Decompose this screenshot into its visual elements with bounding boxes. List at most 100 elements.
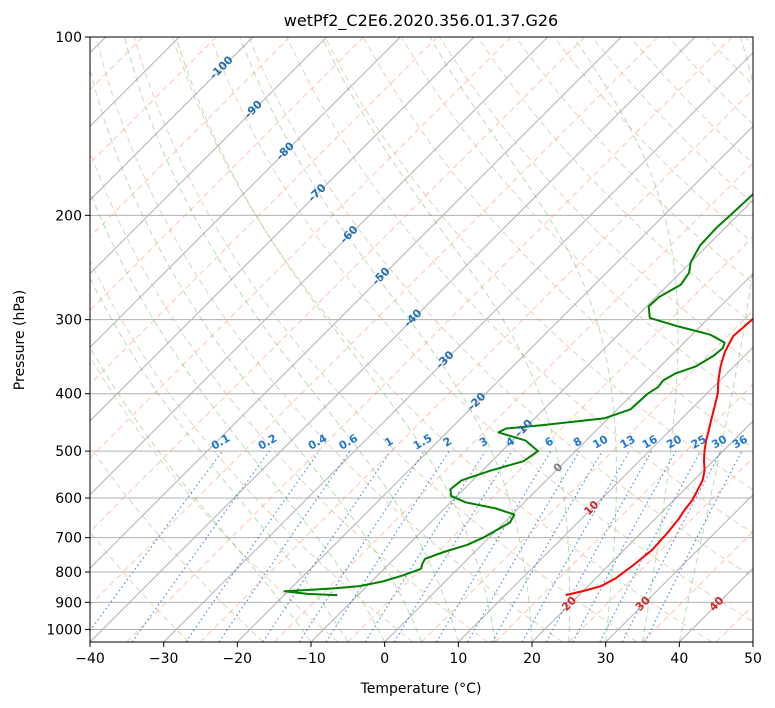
moist-adiabat bbox=[429, 37, 617, 642]
moist-adiabat bbox=[239, 37, 533, 642]
dry-adiabat bbox=[553, 37, 753, 244]
x-tick-label: −30 bbox=[149, 651, 179, 667]
isotherm-gridline bbox=[90, 37, 622, 570]
isotherm-label: -30 bbox=[433, 348, 456, 371]
dry-adiabat bbox=[438, 37, 753, 366]
dashed-isotherm bbox=[90, 37, 512, 459]
isotherm-label: -40 bbox=[401, 306, 424, 329]
isotherm-gridline bbox=[531, 420, 753, 642]
isotherm-label: 30 bbox=[633, 594, 653, 614]
x-tick-label: −20 bbox=[223, 651, 253, 667]
moist-adiabat bbox=[90, 346, 312, 642]
dashed-isotherm bbox=[0, 37, 69, 642]
dashed-isotherm bbox=[90, 37, 291, 238]
mixing-ratio-line bbox=[325, 450, 450, 642]
isotherm-gridline bbox=[90, 37, 696, 642]
dry-adiabat bbox=[90, 445, 264, 642]
moist-adiabat bbox=[90, 67, 422, 642]
mixing-ratio-line bbox=[90, 450, 223, 632]
dashed-isotherm bbox=[642, 530, 753, 642]
mixing-ratio-line bbox=[572, 450, 677, 642]
x-tick-label: 30 bbox=[597, 651, 615, 667]
dry-adiabat bbox=[515, 37, 753, 284]
dashed-isotherm bbox=[126, 37, 733, 642]
mixing-ratio-label: 13 bbox=[618, 433, 638, 452]
y-tick-label: 600 bbox=[55, 491, 82, 507]
mixing-ratio-line bbox=[644, 450, 743, 642]
dry-adiabat bbox=[95, 37, 563, 642]
mixing-ratio-line bbox=[599, 450, 702, 642]
dry-adiabat bbox=[706, 37, 753, 86]
isotherm-gridline bbox=[90, 37, 475, 422]
mixing-ratio-line bbox=[364, 450, 486, 642]
y-tick-label: 700 bbox=[55, 531, 82, 547]
mixing-ratio-line bbox=[466, 450, 580, 642]
moist-adiabat bbox=[678, 37, 753, 642]
mixing-ratio-line bbox=[185, 450, 320, 642]
isotherm-gridline bbox=[605, 493, 753, 642]
x-tick-label: −10 bbox=[296, 651, 326, 667]
mixing-ratio-label: 10 bbox=[591, 432, 611, 451]
dashed-isotherm bbox=[90, 37, 364, 312]
y-tick-label: 800 bbox=[55, 565, 82, 581]
dewpoint-profile bbox=[283, 192, 753, 597]
dry-adiabat bbox=[286, 37, 753, 534]
isotherm-gridline bbox=[384, 272, 753, 642]
isotherm-gridline bbox=[163, 51, 753, 642]
y-tick-label: 200 bbox=[55, 208, 82, 224]
dashed-isotherm bbox=[90, 37, 217, 164]
dry-adiabat bbox=[744, 37, 753, 47]
chart-title: wetPf2_C2E6.2020.356.01.37.G26 bbox=[284, 11, 558, 31]
isotherm-label: -70 bbox=[306, 181, 329, 204]
mixing-ratio-line bbox=[218, 450, 351, 642]
isotherm-label: -100 bbox=[207, 53, 236, 82]
dashed-isotherm bbox=[568, 457, 753, 642]
moist-adiabat bbox=[175, 37, 496, 642]
mixing-ratio-line bbox=[435, 450, 552, 642]
mixing-ratio-label: 36 bbox=[730, 432, 750, 451]
isotherm-gridline bbox=[90, 37, 328, 275]
isotherm-gridline bbox=[90, 37, 401, 349]
isotherm-label: -60 bbox=[337, 223, 360, 246]
dry-adiabat bbox=[591, 37, 753, 204]
isotherm-label: 20 bbox=[559, 594, 579, 614]
dry-adiabat bbox=[133, 37, 638, 642]
dashed-isotherm bbox=[200, 88, 753, 642]
y-tick-label: 400 bbox=[55, 387, 82, 403]
mixing-ratio-label: 3 bbox=[477, 435, 490, 450]
y-tick-label: 500 bbox=[55, 444, 82, 460]
isotherm-label: -80 bbox=[274, 139, 297, 162]
isotherm-gridline bbox=[457, 346, 753, 642]
dashed-isotherm bbox=[494, 383, 753, 642]
x-tick-label: 10 bbox=[449, 651, 467, 667]
isotherm-gridline bbox=[236, 125, 753, 642]
dashed-isotherm bbox=[90, 37, 438, 385]
isotherm-label: -10 bbox=[512, 417, 535, 440]
isotherm-gridline bbox=[752, 641, 753, 642]
x-tick-label: 20 bbox=[523, 651, 541, 667]
dashed-isotherm bbox=[347, 236, 753, 642]
temperature-profile bbox=[565, 317, 753, 597]
mixing-ratio-line bbox=[131, 450, 270, 642]
moist-adiabat bbox=[90, 190, 386, 642]
mixing-ratio-label: 30 bbox=[709, 432, 729, 451]
dry-adiabat bbox=[210, 37, 753, 623]
dry-adiabat bbox=[90, 531, 190, 642]
dashed-isotherm bbox=[421, 309, 753, 642]
mixing-ratio-line bbox=[393, 450, 513, 642]
dry-adiabat bbox=[668, 37, 753, 125]
dry-adiabat bbox=[90, 356, 339, 642]
isotherm-label: 40 bbox=[707, 594, 727, 614]
mixing-ratio-label: 20 bbox=[664, 432, 684, 451]
x-tick-label: −40 bbox=[75, 651, 105, 667]
mixing-ratio-label: 0.4 bbox=[306, 431, 330, 452]
moist-adiabat bbox=[90, 277, 349, 642]
moist-adiabat bbox=[573, 37, 679, 642]
plot-frame bbox=[89, 36, 754, 643]
dashed-isotherm bbox=[90, 37, 659, 606]
dry-adiabat bbox=[248, 37, 753, 578]
isotherm-label: 10 bbox=[581, 498, 601, 518]
moist-adiabat bbox=[124, 37, 459, 642]
isotherm-gridline bbox=[90, 37, 254, 201]
